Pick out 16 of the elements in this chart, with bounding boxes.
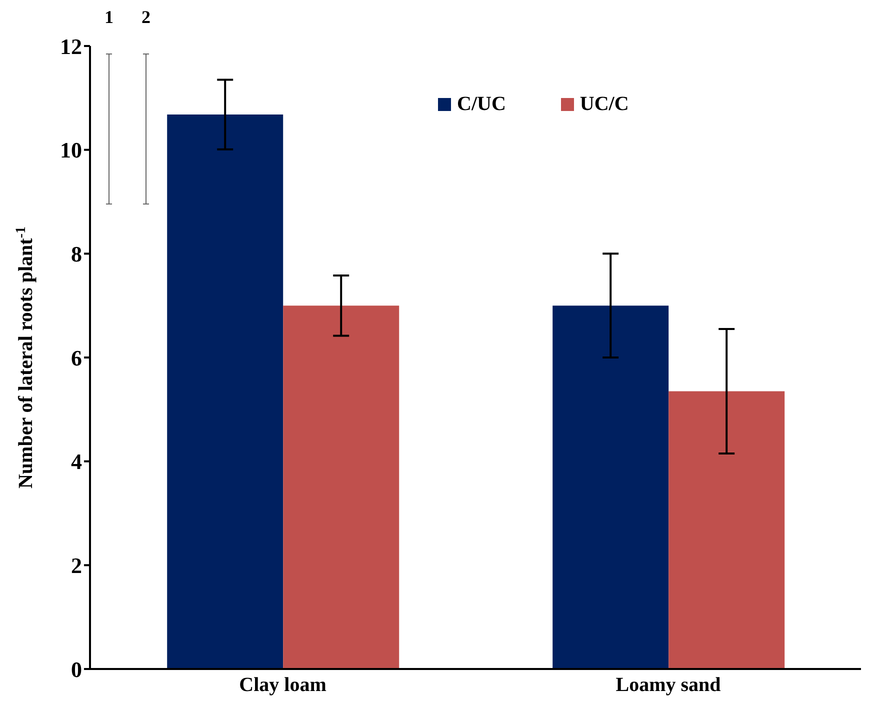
y-tick-label: 4: [71, 449, 82, 474]
y-tick-label: 12: [60, 34, 82, 59]
x-tick-label: Loamy sand: [616, 674, 721, 696]
bar: [552, 306, 669, 669]
y-tick-label: 8: [71, 241, 82, 266]
legend-label: C/UC: [457, 93, 506, 116]
y-tick-label: 0: [71, 656, 82, 682]
y-tick-label: 10: [60, 138, 82, 163]
scale-whiskers: 1 2: [100, 8, 160, 208]
legend-label: UC/C: [580, 93, 629, 116]
bar: [283, 306, 400, 669]
bar: [167, 114, 284, 669]
bar: [668, 391, 785, 669]
y-tick-label: 2: [71, 552, 82, 578]
x-tick-label: Clay loam: [239, 674, 327, 696]
y-tick-label: 6: [71, 345, 82, 370]
